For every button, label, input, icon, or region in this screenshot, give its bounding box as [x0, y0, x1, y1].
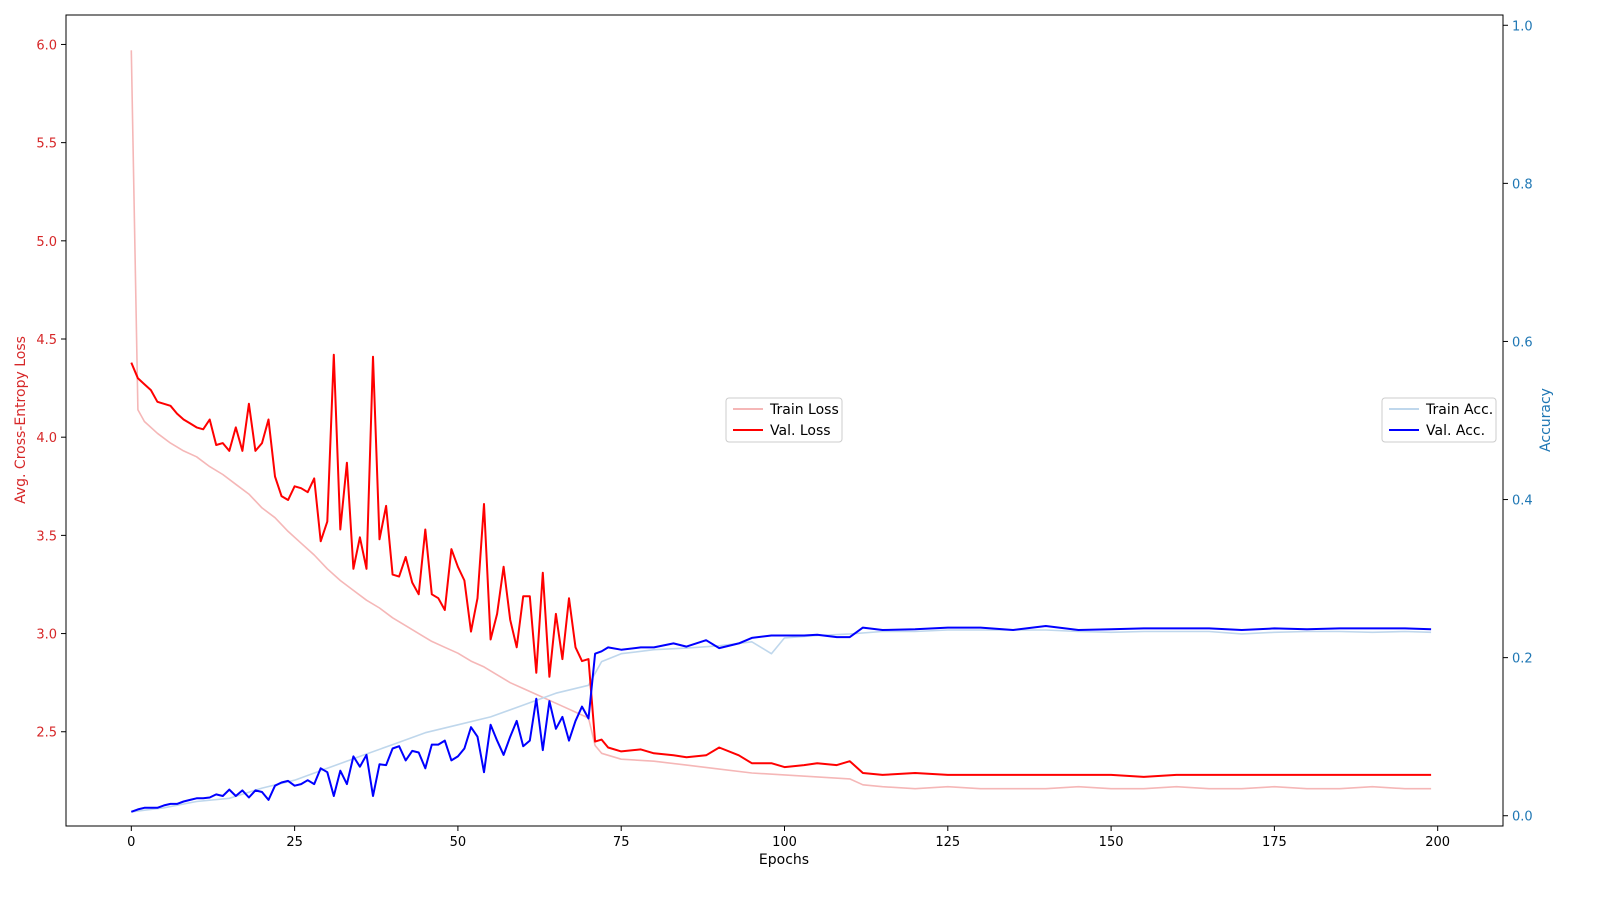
y-right-tick-label: 0.8 — [1512, 177, 1533, 192]
series-line-train-acc — [131, 629, 1432, 813]
y-left-tick-label: 4.5 — [36, 333, 57, 348]
y-left-tick-label: 6.0 — [36, 38, 57, 53]
legend-train-acc-label: Train Acc. — [1425, 402, 1493, 418]
y-left-tick-label: 5.5 — [36, 137, 57, 152]
x-tick-label: 200 — [1425, 835, 1450, 850]
y-left-tick-label: 4.0 — [36, 431, 57, 446]
y-right-tick-label: 0.4 — [1512, 494, 1533, 509]
legend-train-loss-label: Train Loss — [769, 402, 839, 418]
series-line-val-acc — [130, 625, 1432, 813]
y-left-tick-label: 3.0 — [36, 628, 57, 643]
x-tick-label: 0 — [127, 835, 135, 850]
x-tick-label: 75 — [613, 835, 630, 850]
y-right-tick-label: 0.0 — [1512, 810, 1533, 825]
legend-accuracy: Train Acc. Val. Acc. — [1381, 397, 1497, 443]
series-line-val-loss — [130, 353, 1432, 778]
y-left-tick-label: 3.5 — [36, 529, 57, 544]
y-left-tick-label: 2.5 — [36, 726, 57, 741]
y-right-tick-label: 1.0 — [1512, 19, 1533, 34]
y-left-tick-label: 5.0 — [36, 235, 57, 250]
x-tick-label: 100 — [772, 835, 797, 850]
y-right-tick-label: 0.2 — [1512, 652, 1533, 667]
x-tick-label: 50 — [450, 835, 467, 850]
x-tick-label: 25 — [286, 835, 303, 850]
y-axis-right-label: Accuracy — [1538, 388, 1554, 452]
legend-val-loss-label: Val. Loss — [770, 423, 831, 439]
x-tick-label: 125 — [935, 835, 960, 850]
x-axis-label: Epochs — [759, 852, 809, 868]
x-tick-label: 150 — [1099, 835, 1124, 850]
legend-val-acc-label: Val. Acc. — [1426, 423, 1485, 439]
series-layer — [130, 50, 1432, 813]
y-axis-left-label: Avg. Cross-Entropy Loss — [13, 336, 29, 504]
ticks-layer: 0 25 50 75 100 125 150 175 200 2.5 3.0 3.5 4.0 4.5 5.0… — [36, 19, 1532, 850]
x-tick-label: 175 — [1262, 835, 1287, 850]
y-right-tick-label: 0.6 — [1512, 335, 1533, 350]
legend-loss: Train Loss Val. Loss — [725, 397, 843, 443]
